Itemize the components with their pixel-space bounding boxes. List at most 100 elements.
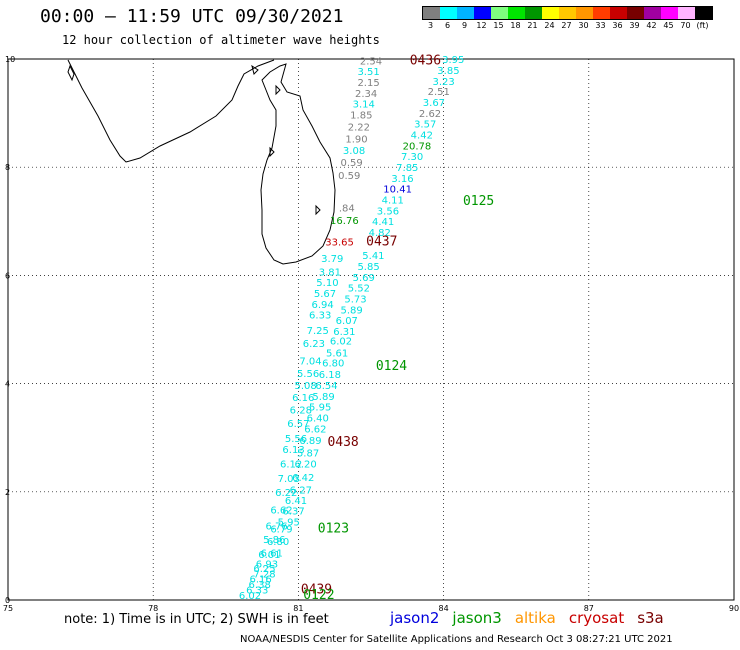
colorbar-label: 9 — [461, 21, 468, 30]
wave-height-point: 2.22 — [348, 122, 370, 133]
wave-height-point: 6.27 — [290, 485, 312, 496]
wave-height-point: 5.73 — [344, 294, 366, 305]
wave-height-point: 5.95 — [278, 517, 300, 528]
colorbar-swatch — [576, 7, 593, 19]
colorbar-swatch — [678, 7, 695, 19]
legend-cryosat: cryosat — [568, 609, 625, 627]
wave-height-point: 2.54 — [360, 56, 382, 67]
wave-height-point: 2.62 — [419, 109, 441, 120]
colorbar-label: 24 — [544, 21, 555, 30]
wave-height-point: 3.79 — [321, 254, 343, 265]
wave-height-point: 7.04 — [299, 357, 321, 368]
colorbar-labels: 3 6 9 12 15 18 21 24 27 30 33 36 39 42 45 70 (ft) — [422, 20, 713, 32]
wave-height-point: 4.82 — [369, 228, 391, 239]
colorbar-label: 70 — [680, 21, 691, 30]
wave-height-point: 6.80 — [322, 358, 344, 369]
wave-height-point: 3.56 — [377, 206, 399, 217]
track-time-label: 0438 — [327, 435, 358, 450]
wave-height-point: 3.08 — [343, 146, 365, 157]
colorbar-label: 27 — [561, 21, 572, 30]
wave-height-point: 6.01 — [258, 550, 280, 561]
colorbar-label: 36 — [612, 21, 623, 30]
wave-height-point: 3.14 — [353, 100, 375, 111]
track-time-label: 0124 — [376, 359, 407, 374]
wave-height-point: 3.16 — [391, 174, 413, 185]
colorbar-swatches — [422, 6, 713, 20]
satellite-legend: jason2 jason3 altika cryosat s3a — [390, 609, 677, 627]
wave-height-point: 3.85 — [437, 66, 459, 77]
wave-height-point: 6.31 — [333, 327, 355, 338]
wave-height-point: 7.85 — [396, 163, 418, 174]
colorbar-swatch — [457, 7, 474, 19]
wave-height-point: 7.28 — [253, 569, 275, 580]
x-tick-label: 75 — [3, 604, 13, 613]
legend-jason2: jason2 — [390, 609, 440, 627]
colorbar-label: 12 — [476, 21, 487, 30]
wave-height-point: 2.51 — [428, 87, 450, 98]
wave-height-point: 6.23 — [303, 339, 325, 350]
chart-title: 00:00 – 11:59 UTC 09/30/2021 — [40, 6, 344, 27]
wave-height-point: 5.08 — [295, 381, 317, 392]
india-coast — [67, 59, 275, 163]
y-tick-label: 6 — [5, 271, 10, 280]
wave-height-point: 3.95 — [442, 55, 464, 66]
colorbar-label: (ft) — [696, 21, 709, 30]
wave-height-point: 2.34 — [355, 89, 377, 100]
wave-height-point: 6.07 — [336, 316, 358, 327]
wave-height-point: 6.79 — [270, 524, 292, 535]
wave-height-point: 3.57 — [414, 120, 436, 131]
wave-height-point: 6.40 — [307, 413, 329, 424]
colorbar-label: 15 — [493, 21, 504, 30]
wave-height-point: 6.89 — [299, 436, 321, 447]
colorbar-label: 39 — [629, 21, 640, 30]
wave-height-point: 6.02 — [330, 337, 352, 348]
legend-s3a: s3a — [637, 609, 664, 627]
track-time-label: 0437 — [366, 235, 397, 250]
track-time-label: 0439 — [301, 583, 332, 598]
wave-height-point: 10.41 — [383, 185, 412, 196]
wave-height-point: 6.76 — [265, 522, 287, 533]
wave-height-point: 5.56 — [285, 434, 307, 445]
colorbar-label: 6 — [444, 21, 451, 30]
wave-height-point: 5.52 — [348, 284, 370, 295]
track-time-label: 0123 — [318, 521, 349, 536]
wave-height-point: 6.02 — [239, 591, 261, 602]
chart-subtitle: 12 hour collection of altimeter wave hei… — [62, 33, 380, 47]
wave-height-point: 16.76 — [330, 216, 359, 227]
plot-frame — [7, 58, 735, 601]
legend-jason3: jason3 — [452, 609, 502, 627]
axis-tick-labels: 75 78 81 84 87 90 0 2 4 6 8 10 — [3, 55, 739, 613]
y-tick-label: 2 — [5, 488, 10, 497]
colorbar-swatch — [610, 7, 627, 19]
wave-height-point: 6.37 — [282, 507, 304, 518]
footer-note: note: 1) Time is in UTC; 2) SWH is in fe… — [64, 612, 329, 627]
wave-height-point: 6.41 — [285, 496, 307, 507]
colorbar-swatch — [508, 7, 525, 19]
wave-height-point: 7.30 — [401, 152, 423, 163]
y-tick-label: 10 — [5, 55, 15, 64]
grid-lines — [8, 59, 734, 600]
x-tick-label: 78 — [148, 604, 158, 613]
wave-height-point: 6.33 — [309, 311, 331, 322]
wave-height-point: 5.95 — [309, 403, 331, 414]
wave-height-point: 4.11 — [382, 195, 404, 206]
wave-height-point: 6.42 — [292, 473, 314, 484]
wave-height-point: 3.67 — [423, 98, 445, 109]
wave-height-point: 6.16 — [250, 575, 272, 586]
wave-height-point: 4.42 — [411, 131, 433, 142]
island-5 — [315, 204, 321, 216]
wave-height-point: 6.61 — [261, 549, 283, 560]
colorbar-label: 21 — [527, 21, 538, 30]
colorbar-swatch — [593, 7, 610, 19]
coastline — [67, 59, 336, 265]
wave-height-point: 6.33 — [246, 586, 268, 597]
wave-height-point: 0.59 — [338, 171, 360, 182]
wave-height-point: 5.10 — [316, 278, 338, 289]
wave-height-point: 6.62 — [304, 424, 326, 435]
y-tick-label: 0 — [5, 596, 10, 605]
colorbar-swatch — [661, 7, 678, 19]
wave-height-point: 6.16 — [292, 393, 314, 404]
wave-height-labels: 2.543.512.152.343.141.852.221.903.080.59… — [239, 55, 465, 602]
